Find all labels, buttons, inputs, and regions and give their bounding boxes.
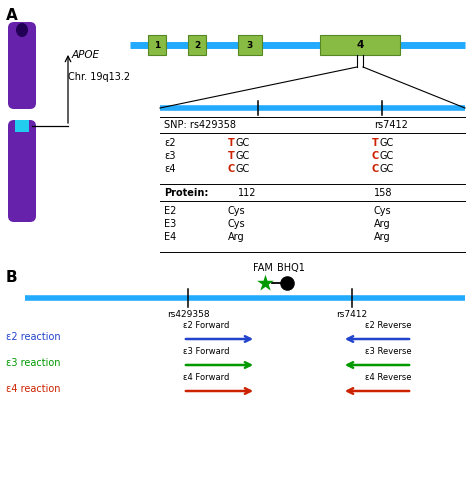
- Bar: [188, 35, 206, 55]
- Text: Cys: Cys: [374, 206, 392, 216]
- Bar: [320, 35, 400, 55]
- Text: GC: GC: [236, 164, 250, 174]
- Text: ε2 Forward: ε2 Forward: [183, 321, 229, 330]
- Bar: [15, 120, 29, 132]
- Text: E4: E4: [164, 232, 176, 242]
- Text: ε4 Reverse: ε4 Reverse: [365, 373, 412, 382]
- Bar: [238, 35, 262, 55]
- Text: ε3 reaction: ε3 reaction: [6, 358, 61, 368]
- Point: [283, 279, 291, 287]
- Text: GC: GC: [380, 138, 394, 148]
- Text: C: C: [372, 164, 379, 174]
- Text: ε3 Forward: ε3 Forward: [183, 347, 229, 356]
- Text: ε4: ε4: [164, 164, 175, 174]
- Text: Arg: Arg: [374, 232, 391, 242]
- Text: 158: 158: [374, 188, 392, 198]
- Text: ε3: ε3: [164, 151, 175, 161]
- Text: ε3 Reverse: ε3 Reverse: [365, 347, 412, 356]
- Text: FAM: FAM: [253, 263, 273, 273]
- Text: Chr. 19q13.2: Chr. 19q13.2: [68, 72, 130, 82]
- Text: APOE: APOE: [72, 50, 100, 60]
- Text: E3: E3: [164, 219, 176, 229]
- Text: rs429358: rs429358: [167, 310, 210, 319]
- Text: Arg: Arg: [228, 232, 245, 242]
- Text: ε2 Reverse: ε2 Reverse: [365, 321, 412, 330]
- Text: 4: 4: [356, 40, 364, 50]
- Text: rs7412: rs7412: [374, 120, 408, 130]
- Text: rs7412: rs7412: [337, 310, 367, 319]
- Point: [261, 279, 269, 287]
- Text: SNP: rs429358: SNP: rs429358: [164, 120, 236, 130]
- Text: GC: GC: [380, 151, 394, 161]
- Text: T: T: [372, 138, 379, 148]
- Ellipse shape: [16, 23, 28, 37]
- Text: 2: 2: [194, 40, 200, 50]
- Text: A: A: [6, 8, 18, 23]
- FancyBboxPatch shape: [8, 120, 36, 222]
- Text: Cys: Cys: [228, 219, 246, 229]
- Text: T: T: [228, 138, 235, 148]
- Text: B: B: [6, 270, 18, 285]
- Text: 1: 1: [154, 40, 160, 50]
- Text: 112: 112: [238, 188, 256, 198]
- Bar: [148, 35, 166, 55]
- Text: ε4 reaction: ε4 reaction: [6, 384, 61, 394]
- Text: C: C: [228, 164, 235, 174]
- Text: T: T: [228, 151, 235, 161]
- Text: Cys: Cys: [228, 206, 246, 216]
- Text: GC: GC: [236, 138, 250, 148]
- Text: ε4 Forward: ε4 Forward: [183, 373, 229, 382]
- Text: Arg: Arg: [374, 219, 391, 229]
- Text: 3: 3: [247, 40, 253, 50]
- Text: ε2 reaction: ε2 reaction: [6, 332, 61, 342]
- Text: GC: GC: [380, 164, 394, 174]
- Text: BHQ1: BHQ1: [277, 263, 305, 273]
- Text: GC: GC: [236, 151, 250, 161]
- Text: E2: E2: [164, 206, 176, 216]
- Text: ε2: ε2: [164, 138, 176, 148]
- Text: Protein:: Protein:: [164, 188, 209, 198]
- FancyBboxPatch shape: [8, 22, 36, 109]
- Text: C: C: [372, 151, 379, 161]
